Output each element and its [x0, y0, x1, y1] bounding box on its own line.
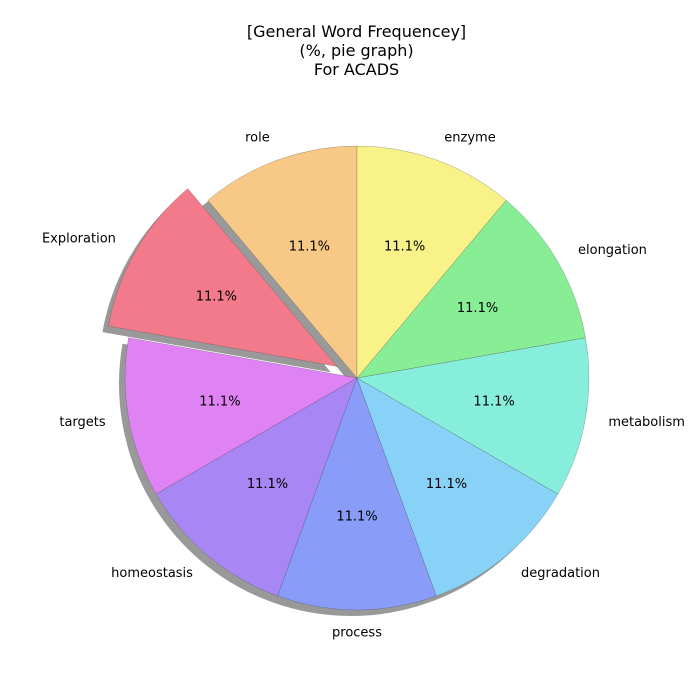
chart-title-block: [General Word Frequencey] (%, pie graph)… [0, 22, 700, 79]
pie-value-enzyme: 11.1% [384, 240, 425, 255]
pie-slice-targets [124, 337, 358, 495]
pie-label-process: process [332, 626, 382, 641]
pie-slice-enzyme [356, 145, 507, 379]
pie-value-elongation: 11.1% [457, 301, 498, 316]
pie-slice-role [207, 145, 358, 379]
pie-slice-exploration [108, 188, 338, 367]
pie-value-exploration: 11.1% [196, 289, 237, 304]
pie-value-process: 11.1% [336, 510, 377, 525]
pie-slice-degradation [356, 377, 559, 597]
pie-label-layer: role 11.1% Exploration 11.1% targets 11.1% hom… [42, 131, 685, 641]
pie-label-degradation: degradation [521, 566, 600, 581]
pie-value-metabolism: 11.1% [473, 395, 514, 410]
chart-title: [General Word Frequencey] [246, 22, 467, 41]
pie-label-targets: targets [59, 415, 106, 430]
chart-subtitle: (%, pie graph) [299, 41, 414, 60]
pie-label-elongation: elongation [578, 243, 647, 258]
pie-slice-homeostasis [155, 377, 358, 597]
pie-slice-layer [108, 145, 590, 611]
chart-subtitle-2: For ACADS [313, 60, 400, 79]
pie-value-homeostasis: 11.1% [247, 477, 288, 492]
pie-label-metabolism: metabolism [608, 415, 685, 430]
pie-label-exploration: Exploration [42, 231, 116, 246]
pie-slice-process [277, 377, 437, 611]
pie-label-homeostasis: homeostasis [111, 566, 193, 581]
pie-slice-metabolism [356, 337, 590, 495]
pie-label-enzyme: enzyme [444, 131, 495, 146]
pie-value-role: 11.1% [289, 240, 330, 255]
pie-slice-elongation [356, 199, 586, 379]
pie-value-degradation: 11.1% [426, 477, 467, 492]
pie-label-role: role [245, 131, 270, 146]
pie-value-targets: 11.1% [199, 395, 240, 410]
